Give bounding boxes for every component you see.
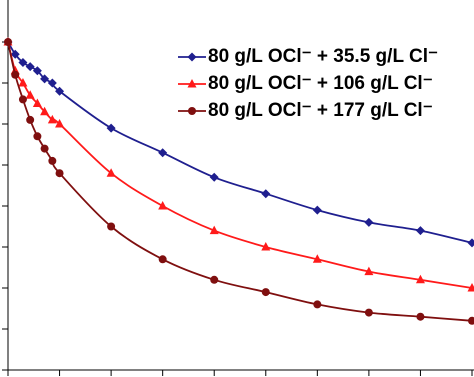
data-point <box>312 205 322 215</box>
data-point <box>32 98 42 107</box>
data-point <box>467 238 474 248</box>
data-point <box>364 217 374 227</box>
data-point <box>158 148 168 158</box>
data-point <box>18 78 28 87</box>
data-point <box>468 316 474 325</box>
data-point <box>55 119 65 128</box>
data-point <box>47 114 57 124</box>
data-point <box>11 70 20 79</box>
data-point <box>364 308 373 317</box>
data-point <box>40 144 49 153</box>
legend-marker <box>188 107 196 115</box>
data-point <box>18 95 27 104</box>
data-point <box>47 78 57 88</box>
data-point <box>158 201 168 210</box>
legend-text: 80 g/L OCl⁻ + 106 g/L Cl⁻ <box>208 73 433 94</box>
data-point <box>312 254 322 263</box>
data-point <box>209 172 219 182</box>
data-point <box>210 275 219 284</box>
data-point <box>261 189 271 199</box>
data-point <box>107 222 116 231</box>
data-point <box>40 106 50 116</box>
data-point <box>364 266 374 276</box>
data-point <box>55 86 65 96</box>
data-point <box>106 123 116 133</box>
data-point <box>48 156 57 165</box>
legend-marker <box>187 79 197 88</box>
data-point <box>158 255 167 264</box>
data-point <box>26 115 35 124</box>
legend-marker <box>187 52 197 62</box>
data-point <box>261 242 271 251</box>
data-point <box>32 66 42 76</box>
series-line <box>7 41 473 289</box>
data-point <box>261 288 270 297</box>
series-line <box>7 41 473 244</box>
data-point <box>209 225 219 235</box>
data-point <box>106 168 116 177</box>
data-point <box>33 132 42 141</box>
data-point <box>10 49 20 59</box>
data-point <box>467 283 474 292</box>
data-point <box>40 74 50 84</box>
data-point <box>416 312 425 321</box>
data-point <box>415 274 425 284</box>
data-point <box>313 300 322 309</box>
legend-text: 80 g/L OCl⁻ + 177 g/L Cl⁻ <box>208 100 433 121</box>
data-point <box>18 58 28 67</box>
data-point <box>4 38 12 46</box>
legend-text: 80 g/L OCl⁻ + 35.5 g/L Cl⁻ <box>208 46 438 67</box>
series-line <box>7 41 473 322</box>
data-point <box>55 169 64 178</box>
data-point <box>25 90 35 99</box>
data-point <box>25 62 35 72</box>
data-point <box>415 226 425 236</box>
